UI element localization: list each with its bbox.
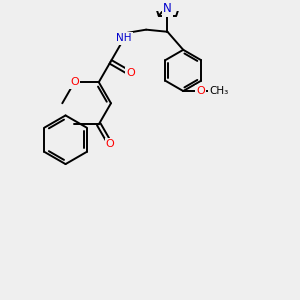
Text: O: O bbox=[70, 77, 79, 87]
Text: O: O bbox=[106, 139, 115, 149]
Text: O: O bbox=[196, 86, 205, 96]
Text: N: N bbox=[163, 2, 172, 15]
Text: NH: NH bbox=[116, 33, 132, 43]
Text: CH₃: CH₃ bbox=[209, 86, 228, 96]
Text: O: O bbox=[126, 68, 135, 78]
